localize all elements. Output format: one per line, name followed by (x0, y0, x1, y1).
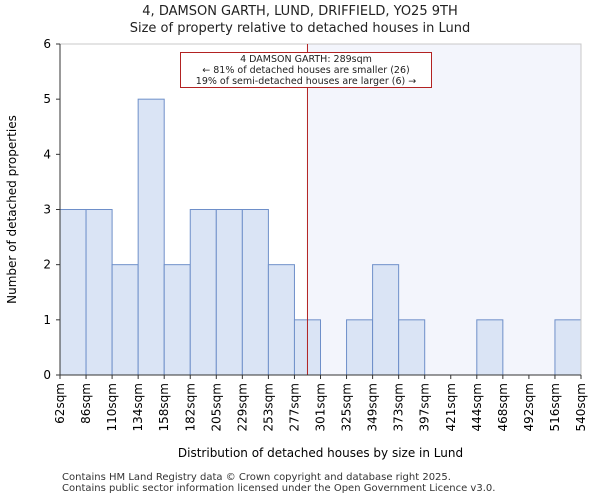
x-tick-label: 516sqm (548, 383, 562, 431)
histogram-bar (346, 319, 374, 376)
chart-title: 4, DAMSON GARTH, LUND, DRIFFIELD, YO25 9… (142, 4, 458, 19)
histogram-bar (241, 209, 269, 376)
histogram-bar (111, 264, 139, 376)
x-tick-label: 110sqm (105, 383, 119, 431)
x-tick-label: 182sqm (183, 383, 197, 431)
x-tick-label: 468sqm (496, 383, 510, 431)
x-tick-label: 349sqm (366, 383, 380, 431)
annotation-box: 4 DAMSON GARTH: 289sqm ← 81% of detached… (180, 52, 432, 88)
x-tick-label: 86sqm (79, 383, 93, 424)
y-tick-label: 3 (43, 203, 51, 217)
x-tick-label: 253sqm (261, 383, 275, 431)
x-axis-label: Distribution of detached houses by size … (178, 446, 463, 460)
x-tick-label: 325sqm (340, 383, 354, 431)
x-tick-label: 397sqm (418, 383, 432, 431)
histogram-bar (476, 319, 504, 376)
histogram-bar (267, 264, 295, 376)
histogram-bar (85, 209, 113, 376)
x-tick-label: 62sqm (53, 383, 67, 424)
x-tick-label: 540sqm (574, 383, 588, 431)
y-tick-label: 6 (43, 37, 51, 51)
x-tick-label: 444sqm (470, 383, 484, 431)
footer-line-1: Contains HM Land Registry data © Crown c… (62, 472, 451, 483)
x-tick-label: 158sqm (157, 383, 171, 431)
y-tick-label: 2 (43, 258, 51, 272)
histogram-bar (215, 209, 243, 376)
histogram-bar (554, 319, 582, 376)
histogram-bar (372, 264, 400, 376)
footer-line-2: Contains public sector information licen… (62, 483, 496, 494)
annotation-line-2: ← 81% of detached houses are smaller (26… (202, 65, 410, 76)
histogram-bar (137, 98, 165, 376)
y-tick-label: 1 (43, 313, 51, 327)
y-tick-label: 5 (43, 92, 51, 106)
y-tick-label: 0 (43, 368, 51, 382)
x-tick-label: 277sqm (287, 383, 301, 431)
x-tick-label: 421sqm (444, 383, 458, 431)
annotation-line-1: 4 DAMSON GARTH: 289sqm (240, 54, 372, 65)
y-axis-label: Number of detached properties (5, 115, 19, 304)
x-tick-label: 301sqm (314, 383, 328, 431)
chart-subtitle: Size of property relative to detached ho… (129, 21, 471, 36)
histogram-bar (189, 209, 217, 376)
histogram-bar (59, 209, 87, 376)
x-tick-label: 205sqm (209, 383, 223, 431)
histogram-bar (398, 319, 426, 376)
x-tick-label: 134sqm (131, 383, 145, 431)
annotation-line-3: 19% of semi-detached houses are larger (… (195, 76, 417, 87)
histogram-bar (163, 264, 191, 376)
x-tick-label: 229sqm (235, 383, 249, 431)
y-tick-label: 4 (43, 147, 51, 161)
x-tick-label: 492sqm (522, 383, 536, 431)
x-tick-label: 373sqm (392, 383, 406, 431)
